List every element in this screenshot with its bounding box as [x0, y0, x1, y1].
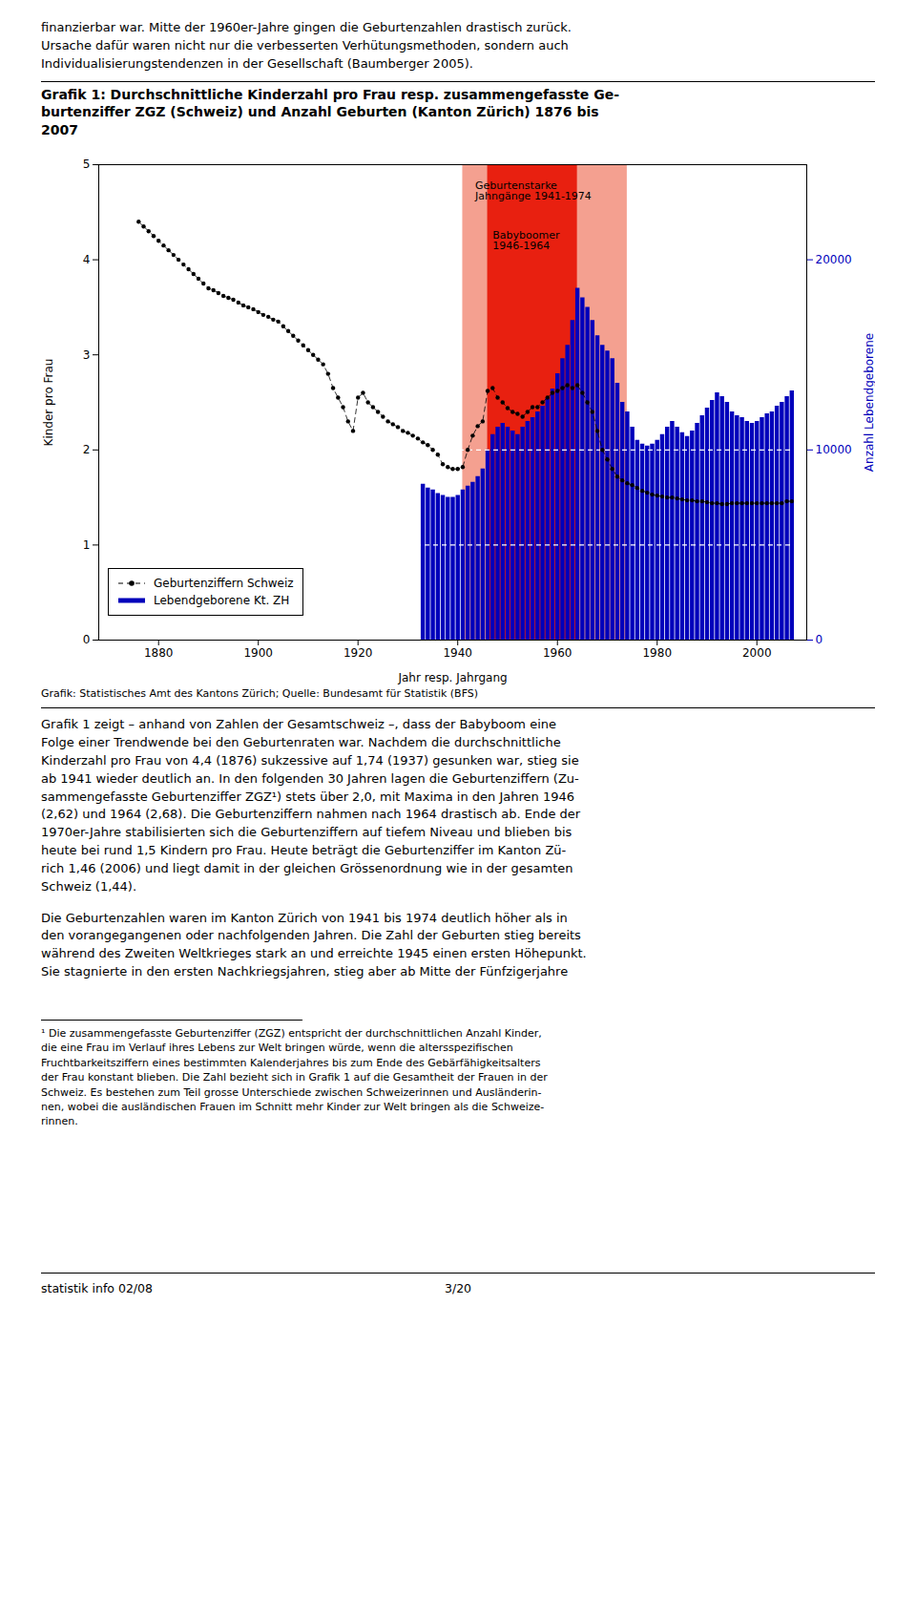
svg-text:5: 5 [83, 158, 91, 172]
html-text:Grafik: Statistisches Amt des: Grafik: Statistisches Amt des Kantons Zü… [41, 687, 479, 700]
svg-text:1: 1 [83, 538, 91, 552]
html-text:finanzierbar war. Mitte der 19: finanzierbar war. Mitte der 1960er-Jahre… [41, 20, 572, 71]
svg-text:1900: 1900 [243, 645, 273, 660]
svg-text:3: 3 [83, 348, 91, 362]
html-text:¹ Die zusammengefasste Geburte: ¹ Die zusammengefasste Geburtenziffer (Z… [41, 1026, 548, 1128]
svg-text:20000: 20000 [815, 252, 853, 267]
svg-text:Anzahl Lebendgeborene: Anzahl Lebendgeborene [862, 333, 876, 472]
svg-text:10000: 10000 [815, 442, 853, 457]
html-text:statistik info 02/08: statistik info 02/08 [41, 1280, 153, 1295]
svg-text:1960: 1960 [542, 645, 573, 660]
svg-text:0: 0 [83, 633, 91, 647]
svg-text:GeburtenstarkeJahngänge 1941-1: GeburtenstarkeJahngänge 1941-1974 [474, 179, 592, 203]
svg-text:4: 4 [83, 252, 91, 267]
html-text:Grafik 1: Durchschnittliche Ki: Grafik 1: Durchschnittliche Kinderzahl p… [41, 86, 620, 138]
svg-text:Babyboomer1946-1964: Babyboomer1946-1964 [492, 229, 561, 252]
svg-text:Jahr resp. Jahrgang: Jahr resp. Jahrgang [396, 670, 507, 685]
svg-text:2000: 2000 [742, 645, 772, 660]
svg-text:1980: 1980 [642, 645, 672, 660]
html-text:Grafik 1 zeigt – anhand von Za: Grafik 1 zeigt – anhand von Zahlen der G… [41, 716, 581, 893]
html-text:3/20: 3/20 [444, 1280, 472, 1295]
html-text:Lebendgeborene Kt. ZH: Lebendgeborene Kt. ZH [153, 593, 290, 608]
html-text:Die Geburtenzahlen waren im Ka: Die Geburtenzahlen waren im Kanton Züric… [41, 909, 587, 979]
svg-text:2: 2 [83, 442, 91, 457]
svg-text:1920: 1920 [343, 645, 374, 660]
svg-text:1880: 1880 [144, 645, 174, 660]
svg-text:1940: 1940 [442, 645, 473, 660]
svg-text:Kinder pro Frau: Kinder pro Frau [41, 358, 56, 447]
html-text:Geburtenziffern Schweiz: Geburtenziffern Schweiz [153, 576, 294, 590]
svg-text:0: 0 [815, 633, 824, 647]
